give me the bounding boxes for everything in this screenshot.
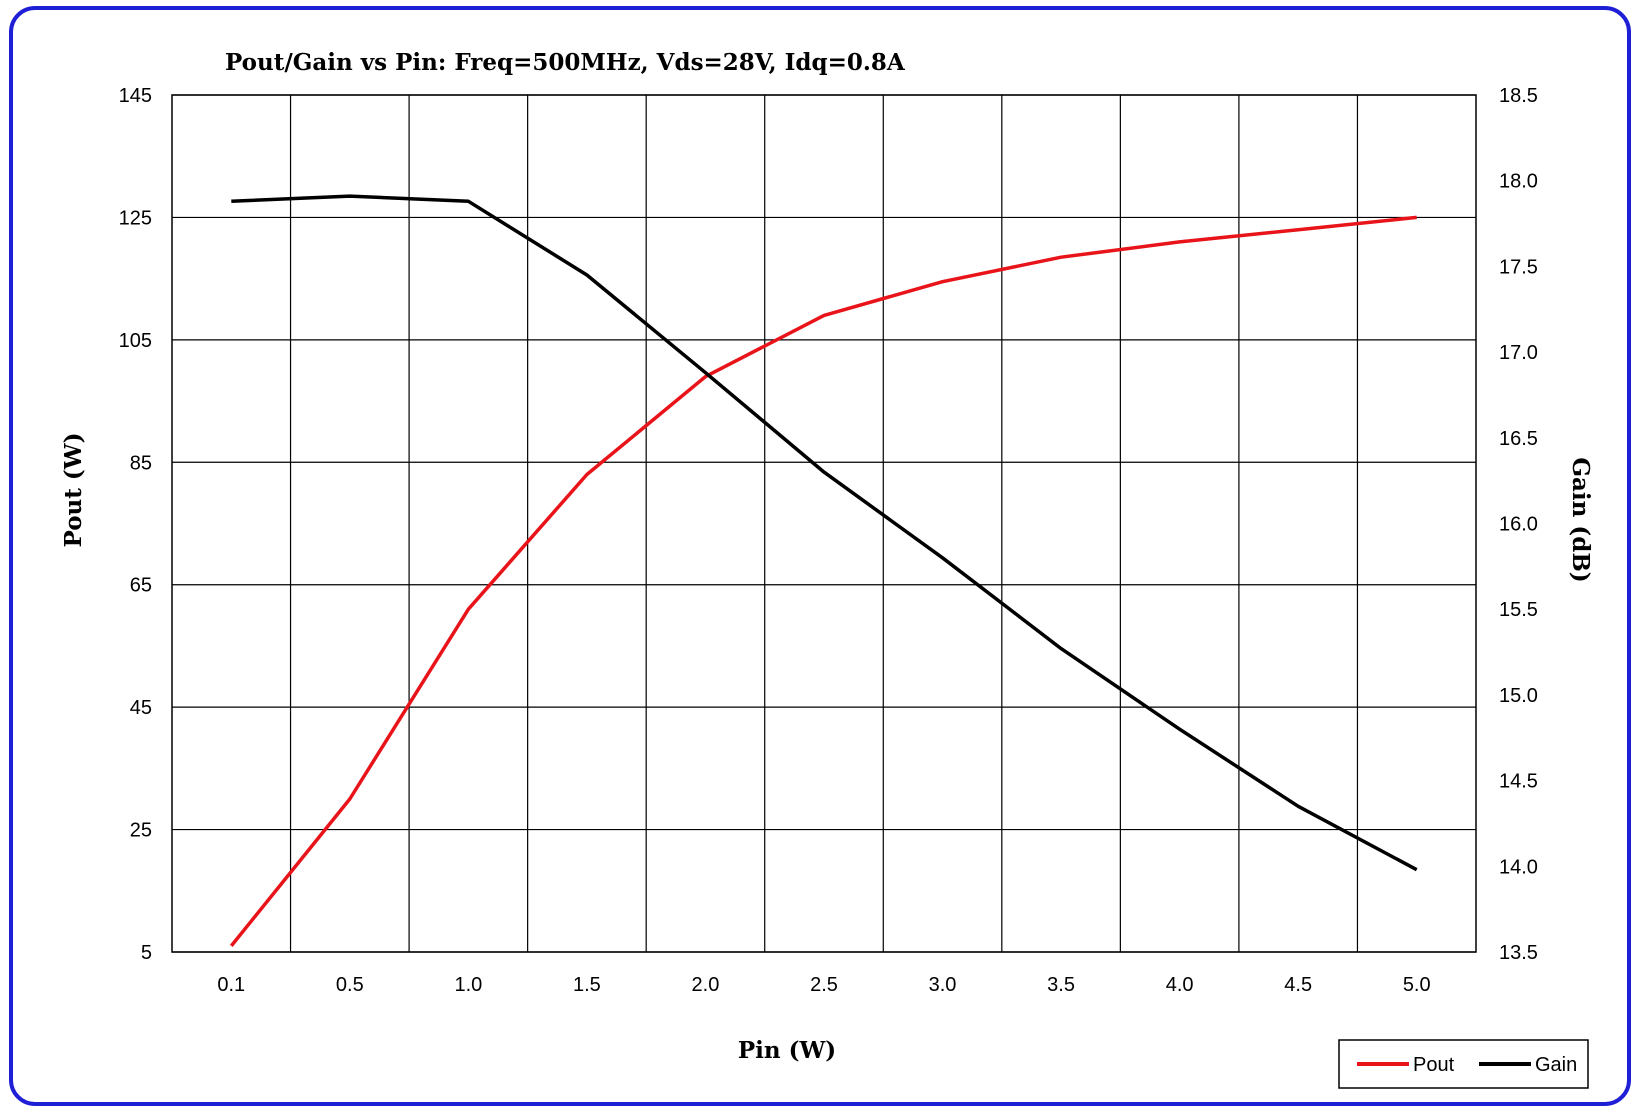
x-tick-label: 4.0 xyxy=(1166,974,1194,996)
left-tick-label: 145 xyxy=(119,85,152,107)
left-tick-label: 45 xyxy=(130,697,152,719)
series-lines xyxy=(229,194,1418,947)
x-tick-label: 0.1 xyxy=(217,974,245,996)
right-axis-ticks: 13.5 14.0 14.5 15.0 15.5 16.0 16.5 17.0 17.5 18.0… xyxy=(1499,85,1538,964)
right-tick-label: 18.0 xyxy=(1499,171,1538,193)
x-tick-label: 1.0 xyxy=(454,974,482,996)
right-tick-label: 16.0 xyxy=(1499,514,1538,536)
right-tick-label: 15.5 xyxy=(1499,599,1538,621)
right-tick-label: 17.0 xyxy=(1499,342,1538,364)
left-tick-label: 105 xyxy=(119,330,152,352)
x-tick-label: 3.5 xyxy=(1047,974,1075,996)
left-axis-title: Pout (W) xyxy=(60,433,87,548)
left-tick-label: 85 xyxy=(130,452,152,474)
legend-label-gain: Gain xyxy=(1535,1054,1577,1076)
right-tick-label: 15.0 xyxy=(1499,685,1538,707)
x-tick-label: 0.5 xyxy=(336,974,364,996)
x-tick-label: 2.0 xyxy=(692,974,720,996)
right-tick-label: 16.5 xyxy=(1499,428,1538,450)
x-axis-title: Pin (W) xyxy=(738,1037,836,1064)
x-tick-label: 4.5 xyxy=(1284,974,1312,996)
left-tick-label: 5 xyxy=(141,942,152,964)
x-tick-label: 2.5 xyxy=(810,974,838,996)
chart-title: Pout/Gain vs Pin: Freq=500MHz, Vds=28V, … xyxy=(225,49,906,76)
right-tick-label: 14.5 xyxy=(1499,771,1538,793)
right-tick-label: 14.0 xyxy=(1499,856,1538,878)
left-axis-ticks: 5 25 45 65 85 105 125 145 xyxy=(119,85,152,964)
left-tick-label: 65 xyxy=(130,575,152,597)
left-tick-label: 125 xyxy=(119,207,152,229)
right-tick-label: 17.5 xyxy=(1499,256,1538,278)
legend-label-pout: Pout xyxy=(1413,1054,1455,1076)
right-tick-label: 13.5 xyxy=(1499,942,1538,964)
right-tick-label: 18.5 xyxy=(1499,85,1538,107)
plot-area xyxy=(171,94,1477,953)
x-tick-label: 3.0 xyxy=(929,974,957,996)
chart-frame xyxy=(9,6,1631,1106)
x-axis-ticks: 0.1 0.5 1.0 1.5 2.0 2.5 3.0 3.5 4.0 4.5 5.0 xyxy=(217,974,1430,996)
left-tick-label: 25 xyxy=(130,820,152,842)
series-line-gain xyxy=(231,194,1418,872)
legend: Pout Gain xyxy=(1338,1039,1589,1089)
right-axis-title: Gain (dB) xyxy=(1567,457,1594,582)
x-tick-label: 5.0 xyxy=(1403,974,1431,996)
series-line-pout xyxy=(229,215,1417,947)
grid xyxy=(172,94,1476,953)
x-tick-label: 1.5 xyxy=(573,974,601,996)
